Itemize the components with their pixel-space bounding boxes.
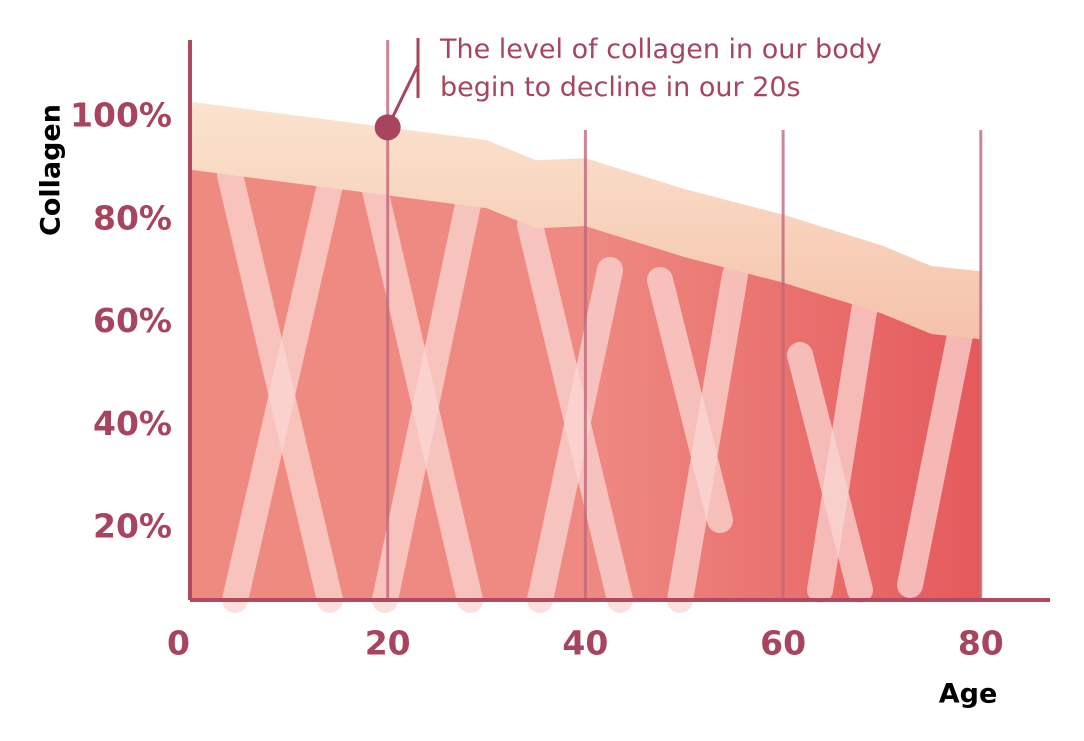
y-tick-label: 40%: [93, 404, 172, 443]
y-tick-label: 80%: [93, 198, 172, 237]
x-axis-label: Age: [939, 679, 998, 710]
collagen-fiber: [667, 262, 748, 613]
y-tick-label: 60%: [93, 301, 172, 340]
collagen-fiber: [897, 322, 973, 598]
collagen-fiber: [807, 292, 878, 603]
x-tick-label: 60: [760, 624, 806, 663]
y-tick-label: 100%: [70, 96, 172, 135]
x-tick-label: 0: [167, 624, 190, 663]
y-tick-label: 20%: [93, 507, 172, 546]
collagen-fiber: [222, 172, 343, 613]
annotation-point: [374, 114, 401, 141]
annotation-text: The level of collagen in our body: [439, 34, 882, 65]
collagen-fiber: [527, 257, 623, 613]
x-tick-label: 80: [958, 624, 1004, 663]
annotation-text: begin to decline in our 20s: [440, 72, 801, 103]
collagen-fiber: [372, 182, 483, 613]
x-tick-label: 20: [365, 624, 411, 663]
x-tick-label: 40: [562, 624, 608, 663]
annotation-leader: [386, 38, 420, 128]
y-axis-label: Collagen: [36, 104, 67, 236]
